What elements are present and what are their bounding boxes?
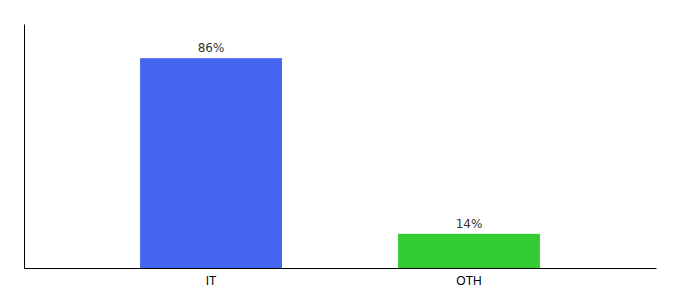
bar	[140, 58, 282, 268]
data-labels: 86% 14%	[198, 41, 483, 231]
data-label: 14%	[456, 217, 483, 231]
data-label: 86%	[198, 41, 225, 55]
y-axis-line	[24, 25, 25, 269]
x-axis: IT OTH	[25, 268, 657, 288]
bar	[398, 234, 540, 268]
x-tick: OTH	[456, 268, 481, 288]
chart: IT OTH 86% 14%	[0, 0, 680, 300]
plot: IT OTH 86% 14%	[25, 25, 657, 289]
x-tick-label: OTH	[456, 274, 481, 288]
bars	[140, 58, 540, 268]
x-tick-label: IT	[206, 274, 217, 288]
x-axis-line	[25, 268, 657, 269]
y-axis	[24, 25, 25, 269]
x-tick: IT	[206, 268, 217, 288]
